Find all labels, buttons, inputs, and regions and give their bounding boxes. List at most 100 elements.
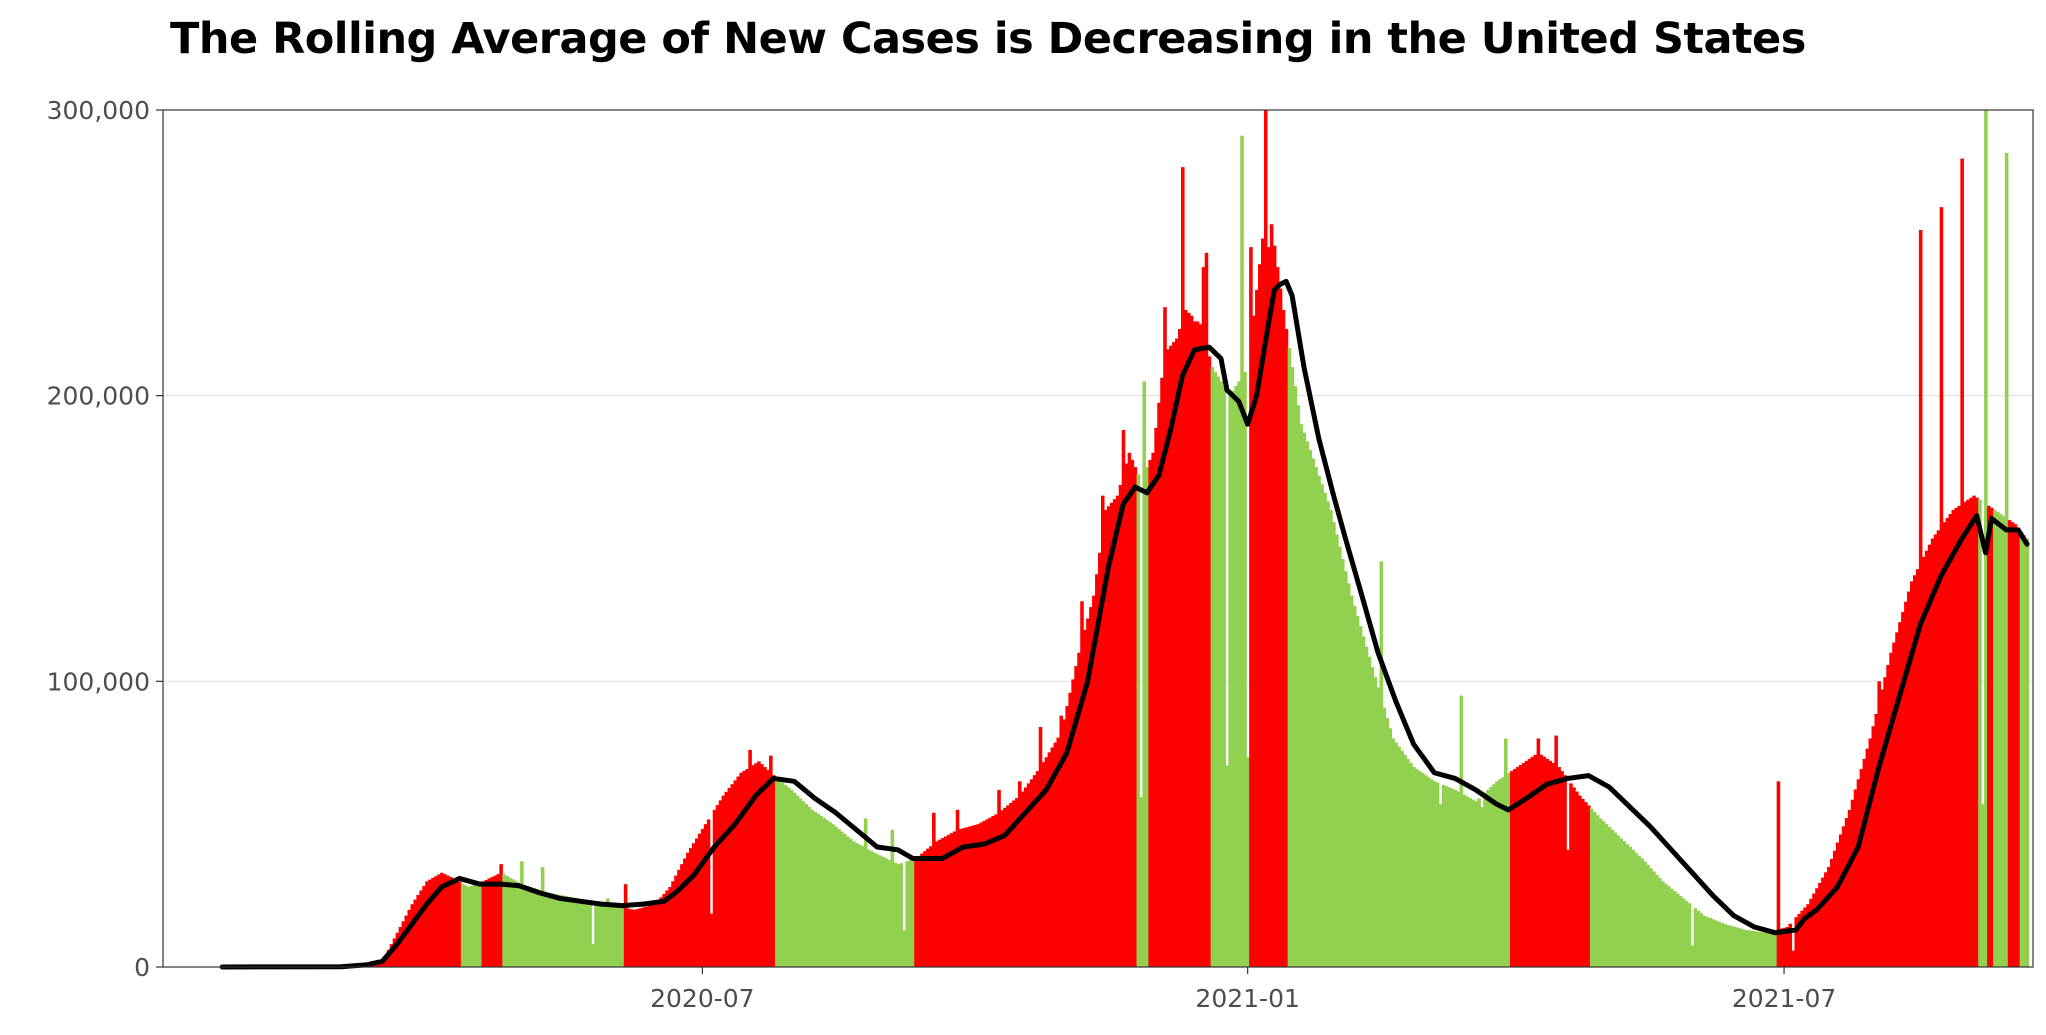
daily-case-bar bbox=[514, 880, 518, 967]
daily-case-bar bbox=[1598, 818, 1603, 967]
daily-case-bar bbox=[1702, 915, 1707, 967]
daily-case-bar bbox=[1423, 775, 1428, 967]
daily-case-bar bbox=[1563, 775, 1567, 967]
daily-case-bar bbox=[1895, 632, 1899, 967]
daily-case-bar bbox=[1136, 474, 1141, 967]
daily-case-bar bbox=[1589, 808, 1594, 967]
daily-case-bar bbox=[1364, 646, 1369, 967]
daily-case-bar bbox=[1062, 719, 1066, 967]
daily-case-bar bbox=[582, 899, 586, 967]
daily-case-bar bbox=[1154, 427, 1158, 967]
daily-case-bar bbox=[1272, 245, 1277, 967]
daily-case-bar bbox=[884, 858, 889, 967]
daily-case-bar bbox=[952, 831, 957, 967]
daily-case-bar bbox=[825, 820, 829, 967]
daily-case-bar bbox=[1163, 307, 1167, 967]
daily-case-bar bbox=[564, 896, 569, 967]
daily-case-bar bbox=[1157, 402, 1161, 967]
daily-case-bar bbox=[789, 789, 794, 967]
daily-case-bar bbox=[632, 909, 637, 967]
y-tick-label: 100,000 bbox=[47, 667, 150, 696]
daily-case-bar bbox=[1945, 518, 1950, 967]
daily-case-bar bbox=[1263, 110, 1268, 967]
daily-case-bar bbox=[1246, 757, 1250, 967]
daily-case-bar bbox=[1788, 923, 1793, 967]
daily-case-bar bbox=[1809, 898, 1813, 967]
daily-case-bar bbox=[1821, 877, 1825, 967]
daily-case-bar bbox=[1865, 748, 1870, 967]
daily-case-bar bbox=[1017, 781, 1022, 967]
daily-case-bar bbox=[1302, 432, 1307, 967]
daily-case-bar bbox=[469, 885, 474, 967]
daily-case-bar bbox=[1178, 329, 1182, 967]
daily-case-bar bbox=[866, 849, 871, 967]
daily-case-bar bbox=[1213, 371, 1218, 967]
daily-case-bar bbox=[1047, 752, 1052, 967]
daily-case-bar bbox=[860, 846, 865, 967]
daily-case-bar bbox=[1026, 783, 1031, 967]
daily-case-bar bbox=[1892, 642, 1896, 967]
daily-case-bar bbox=[1815, 888, 1819, 967]
daily-case-bar bbox=[1806, 904, 1810, 967]
daily-case-bar bbox=[1394, 742, 1398, 967]
daily-case-bar bbox=[887, 859, 892, 968]
daily-case-bar bbox=[1189, 315, 1194, 967]
daily-case-bar bbox=[454, 880, 459, 967]
daily-case-bar bbox=[659, 897, 663, 967]
daily-case-bar bbox=[1308, 449, 1312, 967]
daily-case-bar bbox=[1352, 605, 1357, 967]
daily-case-bar bbox=[1444, 786, 1449, 967]
daily-case-bar bbox=[1435, 782, 1440, 967]
daily-case-bar bbox=[1948, 514, 1953, 967]
daily-case-bar bbox=[881, 857, 886, 967]
daily-case-bar bbox=[496, 874, 500, 967]
daily-case-bar bbox=[1847, 809, 1852, 967]
daily-case-bar bbox=[1103, 509, 1108, 967]
chart-title: The Rolling Average of New Cases is Decr… bbox=[170, 14, 1806, 64]
daily-case-bar bbox=[1477, 798, 1481, 967]
daily-case-bar bbox=[1006, 805, 1010, 967]
daily-case-bar bbox=[1367, 656, 1372, 967]
daily-case-bar bbox=[1930, 538, 1935, 967]
daily-case-bar bbox=[603, 903, 607, 967]
daily-case-bar bbox=[1086, 618, 1090, 967]
daily-case-bar bbox=[1524, 760, 1529, 967]
daily-case-bar bbox=[1883, 677, 1887, 967]
daily-case-bar bbox=[1486, 789, 1490, 967]
daily-case-bar bbox=[1059, 715, 1064, 967]
daily-case-bar bbox=[1029, 779, 1034, 967]
daily-case-bar bbox=[1868, 738, 1873, 967]
daily-case-bar bbox=[946, 834, 951, 967]
daily-case-bar bbox=[1678, 895, 1683, 967]
daily-case-bar bbox=[1222, 386, 1227, 967]
daily-case-bar bbox=[683, 858, 687, 967]
daily-case-bar bbox=[804, 804, 809, 967]
daily-case-bar bbox=[1690, 945, 1695, 967]
daily-case-bar bbox=[1183, 309, 1188, 968]
daily-case-bar bbox=[1898, 622, 1902, 967]
daily-case-bar bbox=[1041, 762, 1046, 967]
daily-case-bar bbox=[1693, 908, 1698, 967]
daily-case-bar bbox=[1231, 390, 1235, 967]
daily-case-bar bbox=[1400, 750, 1404, 967]
daily-case-bar bbox=[1794, 917, 1798, 967]
daily-case-bar bbox=[1791, 950, 1796, 967]
daily-case-bar bbox=[1278, 288, 1283, 967]
daily-case-bar bbox=[1361, 636, 1366, 967]
daily-case-bar bbox=[1275, 267, 1280, 967]
daily-case-bar bbox=[940, 838, 945, 967]
daily-case-bar bbox=[828, 822, 832, 967]
daily-case-bar bbox=[1655, 874, 1659, 967]
daily-case-bar bbox=[694, 838, 699, 967]
daily-case-bar bbox=[1074, 666, 1078, 967]
daily-case-bar bbox=[1779, 928, 1784, 967]
daily-case-bar bbox=[1987, 505, 1991, 967]
daily-case-bar bbox=[558, 895, 563, 967]
plot-frame bbox=[162, 109, 2034, 968]
daily-case-bar bbox=[875, 854, 880, 967]
daily-case-bar bbox=[890, 829, 895, 967]
daily-case-bar bbox=[1432, 781, 1437, 967]
daily-case-bar bbox=[443, 874, 447, 967]
daily-case-bar bbox=[1100, 495, 1105, 967]
daily-case-bar bbox=[1453, 789, 1458, 967]
